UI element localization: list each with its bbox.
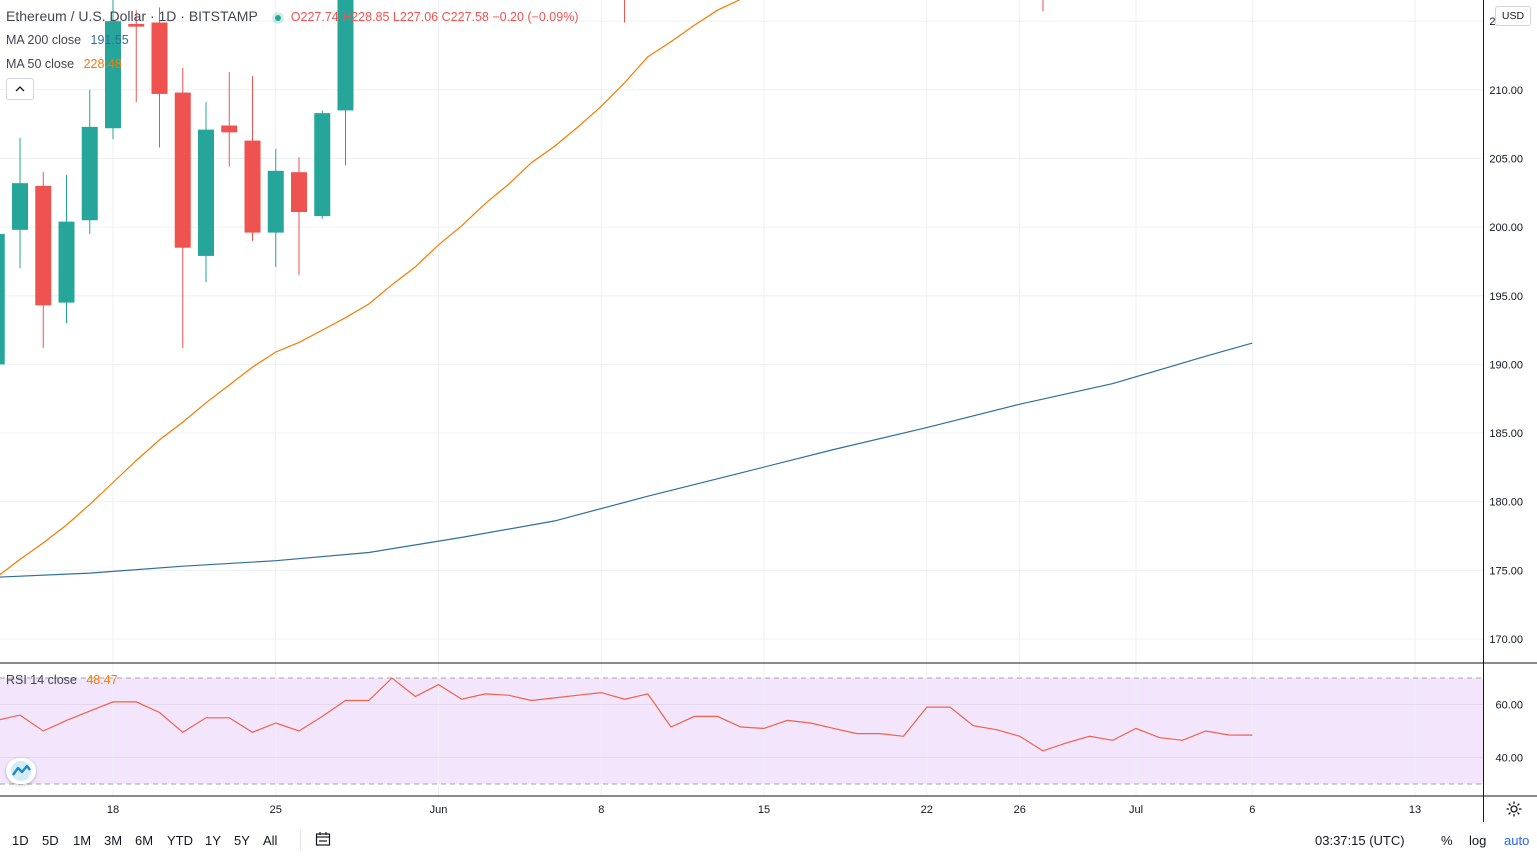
timeframe-1d-button[interactable]: 1D	[12, 833, 29, 848]
price-tick-label: 200.00	[1489, 222, 1523, 234]
gear-icon[interactable]	[1505, 800, 1523, 818]
candle-body	[267, 170, 284, 233]
rsi-axis: 40.00 60.00	[1495, 700, 1523, 765]
market-open-status-icon	[275, 14, 282, 21]
auto-scale-button[interactable]: auto	[1504, 833, 1530, 848]
time-tick-label: 15	[758, 804, 770, 816]
candle-body	[81, 126, 98, 221]
candle-down	[35, 172, 52, 348]
rsi-tick-label: 40.00	[1495, 753, 1523, 765]
candle-body	[12, 183, 28, 230]
candle-body	[174, 92, 191, 248]
price-tick-label: 205.00	[1489, 153, 1523, 165]
time-tick-label: 25	[270, 804, 282, 816]
candle-up	[0, 233, 5, 365]
toolbar-divider	[300, 830, 301, 850]
bottom-toolbar: 1D 5D 1M 3M 6M YTD 1Y 5Y All 03:37:15 (U…	[0, 822, 1537, 857]
price-tick-label: 195.00	[1489, 291, 1523, 303]
currency-button[interactable]: USD	[1495, 6, 1531, 26]
time-axis[interactable]: 18 25 Jun 8 15 22 26 Jul 6 13	[107, 804, 1421, 816]
timeframe-5y-button[interactable]: 5Y	[234, 833, 250, 848]
rsi-tick-label: 60.00	[1495, 700, 1523, 712]
candle-body	[58, 221, 75, 303]
candle-body	[151, 22, 168, 94]
rsi-value: 48.47	[86, 673, 118, 687]
ma50-line	[0, 0, 741, 576]
candle-body	[291, 172, 307, 212]
candle-up	[81, 89, 98, 234]
candle-up	[267, 148, 284, 267]
candle-up	[58, 174, 75, 324]
price-tick-label: 210.00	[1489, 85, 1523, 97]
ma50-path	[0, 0, 741, 576]
candle-body	[198, 129, 214, 256]
timeframe-5d-button[interactable]: 5D	[42, 833, 59, 848]
ma200-legend[interactable]: MA 200 close 191.55	[6, 33, 135, 47]
tradingview-logo-icon[interactable]	[6, 758, 36, 784]
ma50-legend[interactable]: MA 50 close 228.48	[6, 57, 128, 71]
timeframe-1y-button[interactable]: 1Y	[205, 833, 221, 848]
rsi-label: RSI 14 close	[6, 673, 77, 687]
date-range-icon[interactable]	[315, 831, 331, 847]
candle-up	[198, 102, 214, 283]
rsi-band	[0, 678, 1483, 784]
price-tick-label: 190.00	[1489, 359, 1523, 371]
candle-down	[151, 7, 168, 148]
candle-down	[244, 76, 261, 241]
ma200-path	[0, 342, 1253, 578]
candle-body	[0, 233, 5, 365]
timeframe-6m-button[interactable]: 6M	[135, 833, 154, 848]
candle-body	[105, 21, 121, 129]
symbol-title[interactable]: Ethereum / U.S. Dollar · 1D · BITSTAMP	[6, 8, 258, 24]
rsi-legend[interactable]: RSI 14 close 48.47	[6, 673, 124, 687]
percent-scale-button[interactable]: %	[1441, 833, 1453, 848]
candle-down	[128, 10, 145, 103]
rsi-line	[0, 677, 1253, 752]
candle-body	[35, 185, 52, 306]
candle-up	[337, 0, 354, 166]
time-tick-label: 18	[107, 804, 119, 816]
timeframe-1m-button[interactable]: 1M	[73, 833, 92, 848]
ma200-value: 191.55	[90, 33, 129, 47]
candles	[0, 0, 1044, 365]
time-tick-label: 13	[1409, 804, 1421, 816]
utc-clock[interactable]: 03:37:15 (UTC)	[1315, 833, 1405, 848]
price-tick-label: 170.00	[1489, 634, 1523, 646]
time-tick-label: 8	[598, 804, 604, 816]
candle-down	[174, 67, 191, 348]
candle-down	[221, 71, 238, 167]
price-tick-label: 185.00	[1489, 428, 1523, 440]
time-tick-label: 22	[921, 804, 933, 816]
ma50-value: 228.48	[83, 57, 122, 71]
candle-up	[314, 110, 331, 219]
price-tick-label: 175.00	[1489, 565, 1523, 577]
symbol-legend: Ethereum / U.S. Dollar · 1D · BITSTAMP O…	[6, 8, 585, 24]
collapse-legend-button[interactable]	[6, 78, 34, 100]
price-tick-label: 180.00	[1489, 497, 1523, 509]
ma50-label: MA 50 close	[6, 57, 75, 71]
price-axis[interactable]: 170.00 175.00 180.00 185.00 190.00 195.00 200.…	[1489, 0, 1523, 646]
candle-body	[128, 23, 145, 27]
ma200-label: MA 200 close	[6, 33, 82, 47]
candle-body	[244, 140, 261, 233]
timeframe-3m-button[interactable]: 3M	[104, 833, 123, 848]
time-tick-label: Jul	[1129, 804, 1143, 816]
time-tick-label: 26	[1014, 804, 1026, 816]
time-tick-label: Jun	[430, 804, 448, 816]
time-tick-label: 6	[1249, 804, 1255, 816]
candle-down	[291, 157, 307, 276]
candle-body	[221, 125, 238, 133]
candle-body	[314, 113, 331, 217]
chart-canvas[interactable]: 170.00 175.00 180.00 185.00 190.00 195.00 200.…	[0, 0, 1537, 822]
candle-body	[337, 0, 354, 111]
timeframe-all-button[interactable]: All	[263, 833, 278, 848]
ma200-line	[0, 342, 1253, 578]
candle-up	[105, 0, 121, 140]
ohlc-values: O227.74 H228.85 L227.06 C227.58 −0.20 (−…	[290, 10, 579, 24]
candle-up	[12, 137, 28, 269]
timeframe-ytd-button[interactable]: YTD	[167, 833, 193, 848]
rsi-pane	[0, 677, 1483, 785]
log-scale-button[interactable]: log	[1469, 833, 1487, 848]
chevron-up-icon	[15, 86, 25, 92]
